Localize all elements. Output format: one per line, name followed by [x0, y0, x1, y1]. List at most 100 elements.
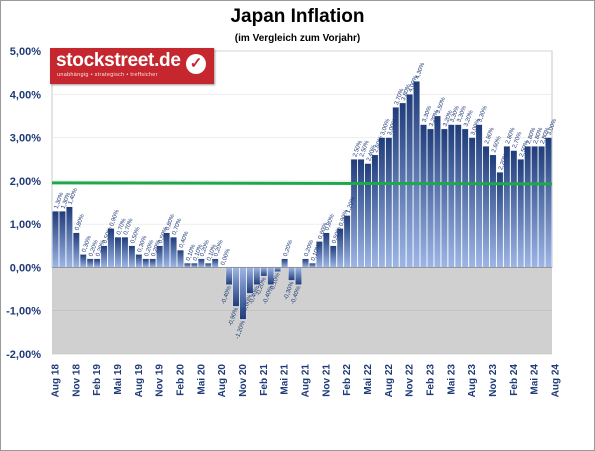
bar — [496, 172, 504, 268]
bar — [447, 124, 455, 268]
x-tick-label: Mai 22 — [363, 364, 374, 395]
data-label: 1,30% — [54, 191, 66, 210]
x-tick-label: Aug 19 — [134, 364, 145, 398]
bar — [406, 94, 413, 268]
data-label: 2,50% — [359, 139, 371, 158]
x-tick-label: Aug 21 — [300, 364, 311, 398]
data-label: 0,50% — [331, 226, 343, 245]
bar — [468, 137, 476, 268]
data-label: 0,20% — [144, 239, 156, 258]
data-label: 0,20% — [151, 239, 163, 258]
y-tick-label: 0,00% — [10, 262, 41, 274]
y-tick-label: 3,00% — [10, 133, 41, 145]
chart-title: Japan Inflation — [230, 6, 365, 27]
data-label: 2,70% — [512, 131, 524, 150]
data-label: 3,00% — [387, 118, 399, 137]
x-tick-label: Aug 22 — [384, 364, 395, 398]
x-tick-label: Feb 22 — [342, 364, 353, 396]
data-label: 3,30% — [477, 105, 489, 124]
bar — [211, 258, 219, 268]
bar — [364, 163, 372, 268]
x-tick-label: Mai 24 — [530, 364, 541, 395]
y-tick-label: 2,00% — [10, 176, 41, 188]
bar — [475, 124, 483, 268]
bar — [545, 137, 552, 268]
check-icon: ✓ — [186, 54, 206, 74]
data-label: 2,20% — [498, 152, 510, 171]
x-axis: Aug 18 Nov 18 Feb 19 Mai 19 Aug 19 Nov 19 Feb … — [50, 364, 561, 398]
bar — [59, 210, 66, 268]
data-label: 0,50% — [102, 226, 114, 245]
data-label: 4,00% — [408, 74, 420, 93]
plot-area-positive — [51, 50, 553, 268]
bar — [329, 245, 337, 268]
data-label: 0,10% — [186, 243, 198, 262]
data-label: 0,20% — [283, 239, 295, 258]
data-label: 2,40% — [366, 144, 378, 163]
bar — [413, 81, 420, 268]
y-tick-label: -1,00% — [6, 306, 41, 318]
data-label: 0,10% — [311, 243, 323, 262]
data-label: 0,40% — [179, 230, 191, 249]
bar — [350, 159, 358, 268]
data-label: 4,30% — [415, 61, 427, 80]
data-label: 0,50% — [130, 226, 142, 245]
data-label: 0,10% — [193, 243, 205, 262]
data-label: 0,20% — [95, 239, 107, 258]
data-label: 1,40% — [68, 187, 80, 206]
target-line — [51, 181, 553, 186]
logo-tagline: unabhängig • strategisch • treffsicher — [57, 72, 158, 78]
data-label: 0,20% — [213, 239, 225, 258]
bar — [454, 124, 462, 268]
x-tick-label: Nov 18 — [71, 364, 82, 397]
bar — [142, 258, 150, 268]
data-label: 0,70% — [123, 217, 135, 236]
data-label: 0,70% — [172, 217, 184, 236]
bar — [177, 249, 184, 268]
data-label: 0,00% — [220, 247, 232, 266]
bar — [357, 159, 365, 268]
y-axis: -2,00% -1,00% 0,00% 1,00% 2,00% 3,00% 4,00% 5,0… — [6, 46, 41, 361]
data-label: 2,50% — [352, 139, 364, 158]
data-label: 2,60% — [373, 135, 385, 154]
data-label: 0,20% — [304, 239, 316, 258]
data-label: 2,80% — [526, 126, 538, 145]
data-label: 0,30% — [137, 234, 149, 253]
bar — [246, 267, 254, 294]
bar — [288, 267, 295, 281]
data-label: 3,20% — [463, 109, 475, 128]
data-label: 3,70% — [394, 87, 406, 106]
data-label: 3,30% — [450, 105, 462, 124]
y-tick-label: 1,00% — [10, 219, 41, 231]
chart-subtitle: (im Vergleich zum Vorjahr) — [234, 33, 361, 44]
bar — [274, 267, 282, 272]
data-label: 0,80% — [165, 213, 177, 232]
bar — [378, 137, 386, 268]
bar — [399, 102, 407, 268]
x-tick-label: Mai 20 — [196, 364, 207, 395]
bar — [86, 258, 94, 268]
data-label: 3,30% — [422, 105, 434, 124]
x-tick-label: Aug 23 — [467, 364, 478, 398]
data-label: 3,80% — [401, 83, 413, 102]
x-tick-label: Feb 24 — [509, 364, 520, 396]
data-label: 0,20% — [88, 239, 100, 258]
x-tick-label: Nov 20 — [238, 364, 249, 397]
bar — [322, 232, 330, 268]
logo-name: stockstreet.de — [56, 50, 181, 71]
data-label: 2,80% — [533, 126, 545, 145]
x-tick-label: Aug 18 — [50, 364, 61, 398]
data-labels: 1,30%1,30%1,40%0,80%0,30%0,20%0,20%0,50%… — [54, 61, 559, 340]
bar — [295, 267, 302, 285]
x-tick-label: Feb 20 — [175, 364, 186, 396]
data-label: 0,20% — [200, 239, 212, 258]
bar — [281, 258, 288, 268]
bar — [420, 124, 427, 268]
y-tick-label: -2,00% — [6, 349, 41, 361]
x-tick-label: Nov 19 — [155, 364, 166, 397]
data-label: 3,00% — [547, 118, 559, 137]
x-tick-label: Aug 20 — [217, 364, 228, 398]
data-label: 3,20% — [429, 109, 441, 128]
bar — [385, 137, 393, 268]
data-label: 0,30% — [81, 234, 93, 253]
